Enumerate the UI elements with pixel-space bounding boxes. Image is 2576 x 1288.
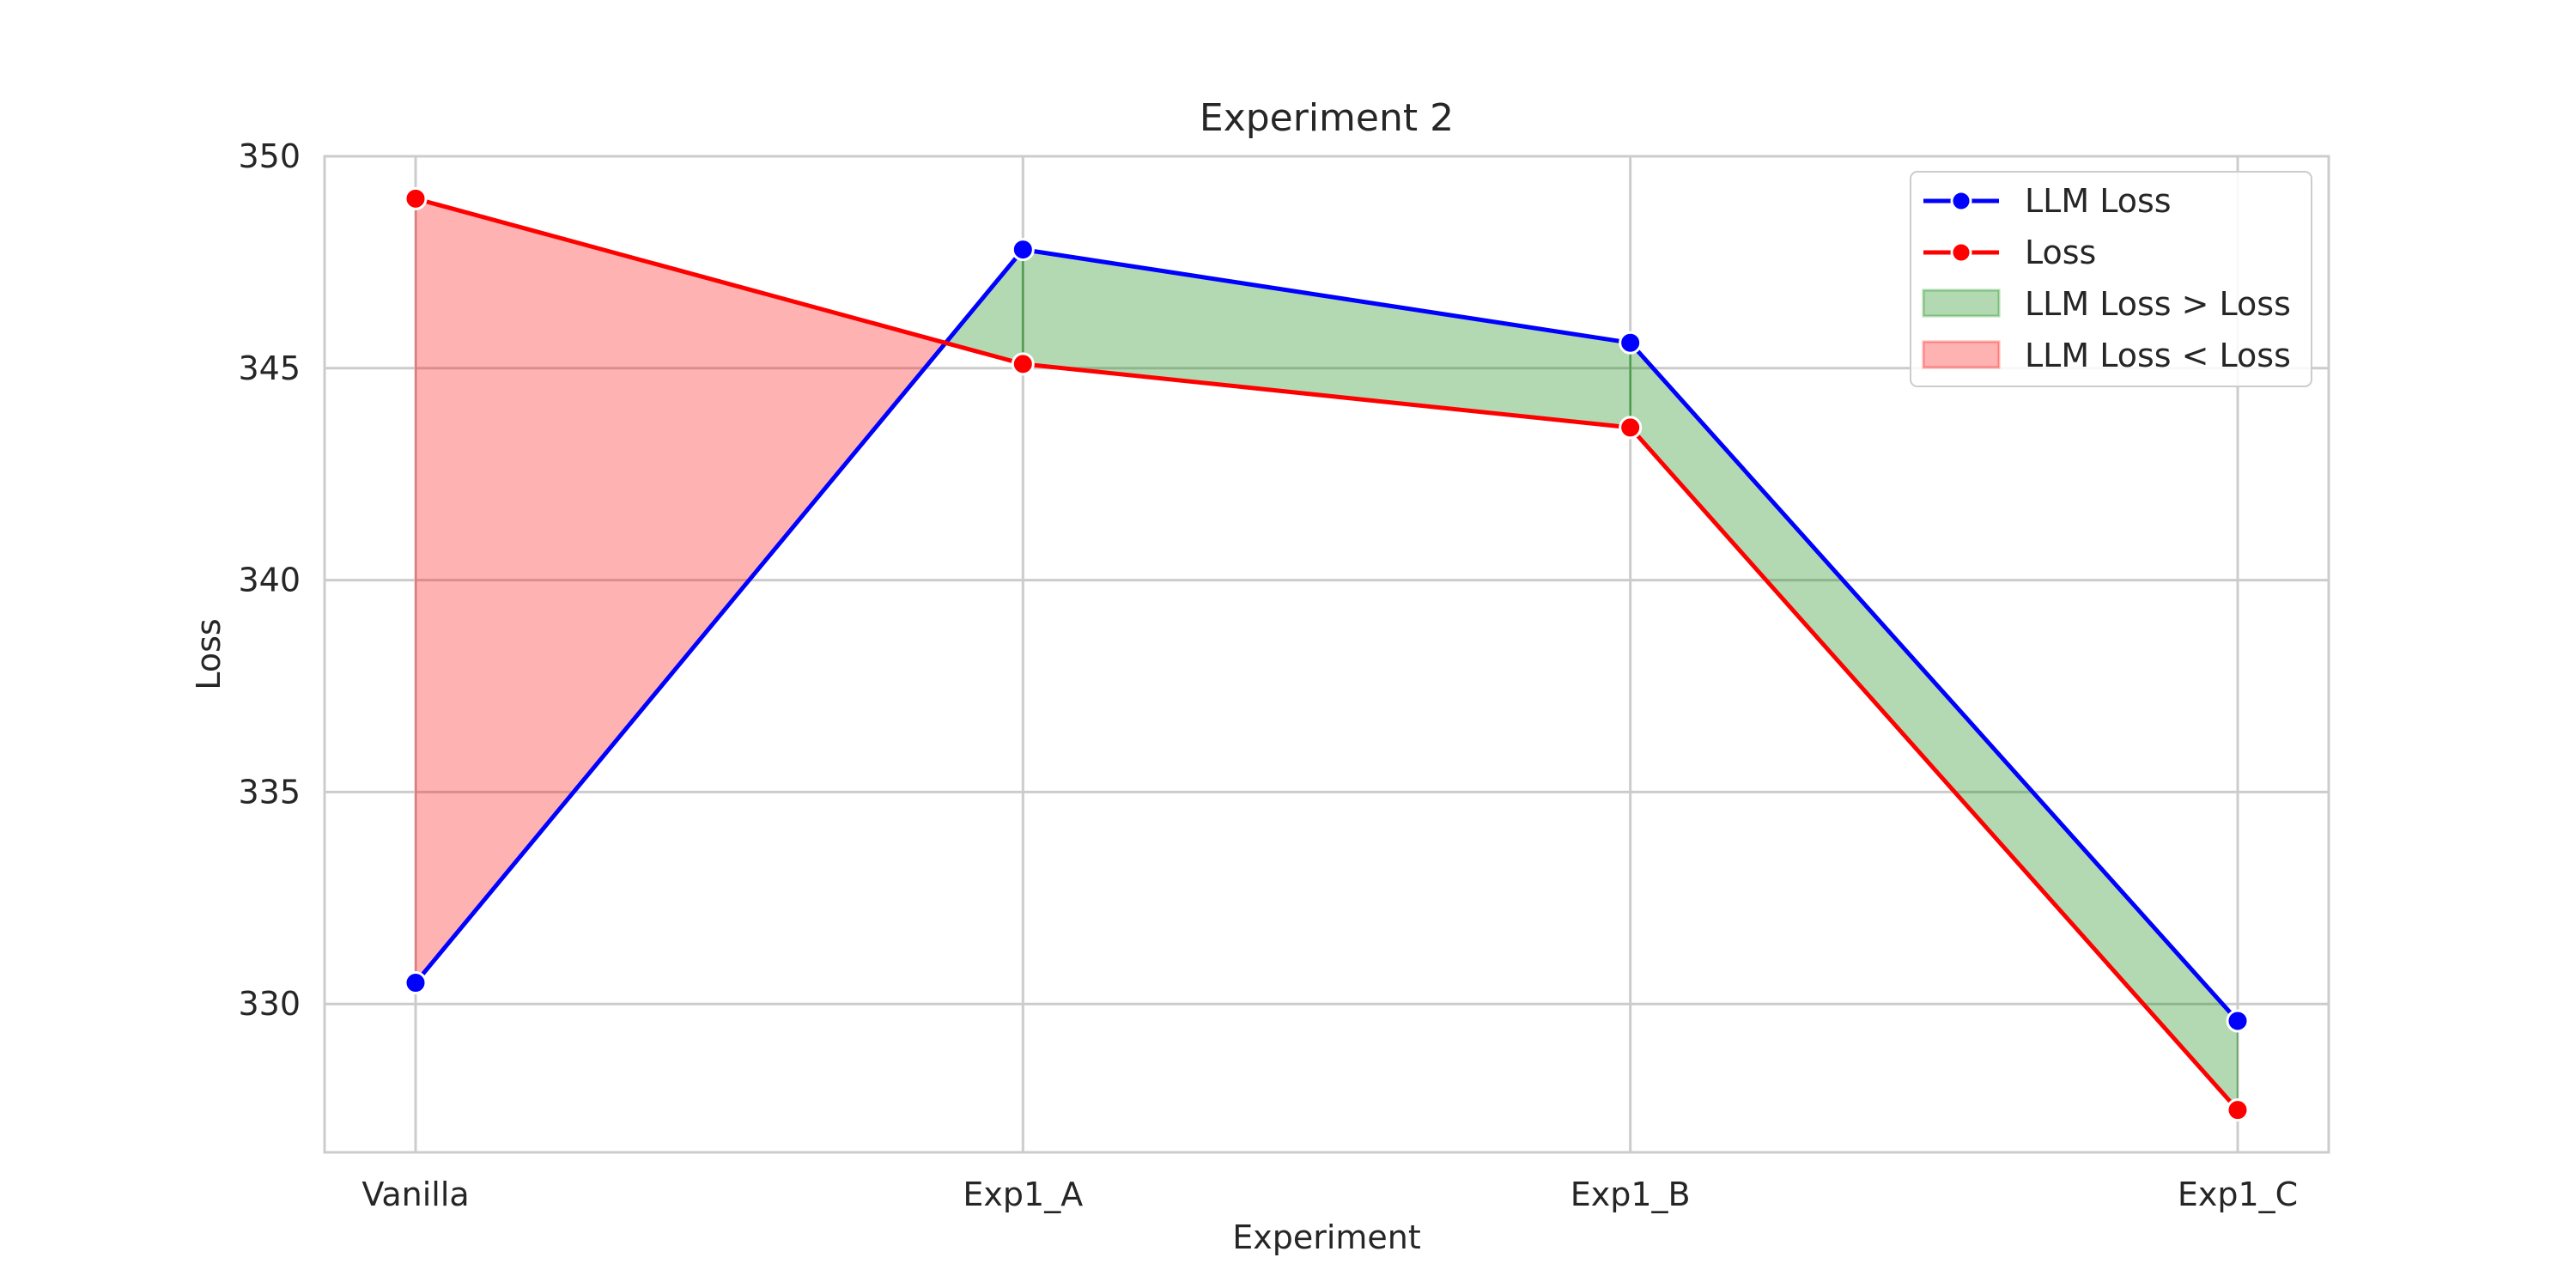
- legend-patch-llm-less: [1922, 340, 2001, 369]
- x-tick-labels: Vanilla Exp1_A Exp1_B Exp1_C: [361, 1176, 2298, 1213]
- legend-item-loss: Loss: [1923, 234, 2096, 271]
- legend-label-loss: Loss: [2025, 234, 2096, 271]
- x-axis-label: Experiment: [1232, 1218, 1421, 1256]
- data-point-loss-exp1-c: [2226, 1098, 2250, 1122]
- x-tick-label: Vanilla: [361, 1176, 469, 1213]
- chart-title: Experiment 2: [1200, 96, 1454, 140]
- x-tick-label: Exp1_B: [1571, 1176, 1691, 1213]
- y-tick-label: 335: [238, 773, 301, 811]
- series-line-llm-loss: [414, 247, 2239, 1023]
- y-axis-label: Loss: [190, 618, 228, 690]
- legend-label-llm-less: LLM Loss < Loss: [2025, 337, 2291, 374]
- legend-marker-llm-loss: [1950, 190, 1972, 212]
- y-tick-label: 345: [238, 349, 301, 387]
- x-tick-label: Exp1_A: [963, 1176, 1083, 1213]
- y-tick-label: 340: [238, 562, 301, 599]
- legend-item-llm-greater: LLM Loss > Loss: [1922, 285, 2291, 323]
- legend-label-llm-loss: LLM Loss: [2025, 182, 2172, 220]
- y-tick-label: 330: [238, 985, 301, 1023]
- series-line-loss: [415, 196, 2239, 1112]
- plot-area-frame: [323, 155, 2330, 1154]
- legend-frame: [1910, 171, 2312, 387]
- legend-item-llm-less: LLM Loss < Loss: [1922, 337, 2291, 374]
- y-tick-labels: 330 335 340 345 350: [238, 137, 301, 1023]
- y-tick-label: 350: [238, 137, 301, 175]
- x-tick-label: Exp1_C: [2178, 1176, 2298, 1213]
- data-point-llm-loss-exp1-a: [1011, 238, 1035, 262]
- data-point-llm-loss-exp1-b: [1619, 331, 1643, 355]
- legend-marker-loss: [1950, 241, 1972, 264]
- legend-patch-llm-greater: [1922, 289, 2001, 318]
- series-markers: [404, 186, 2250, 1122]
- legend-label-llm-greater: LLM Loss > Loss: [2025, 285, 2291, 323]
- data-point-loss-exp1-a: [1011, 352, 1035, 376]
- series-lines: [414, 196, 2239, 1112]
- data-point-llm-loss-vanilla: [404, 971, 428, 995]
- data-point-llm-loss-exp1-c: [2226, 1009, 2250, 1033]
- data-point-loss-exp1-b: [1619, 416, 1643, 440]
- legend-item-llm-loss: LLM Loss: [1923, 182, 2172, 220]
- legend: LLM Loss Loss LLM Loss > Loss LLM Loss <…: [1910, 171, 2312, 387]
- data-point-loss-vanilla: [404, 186, 428, 210]
